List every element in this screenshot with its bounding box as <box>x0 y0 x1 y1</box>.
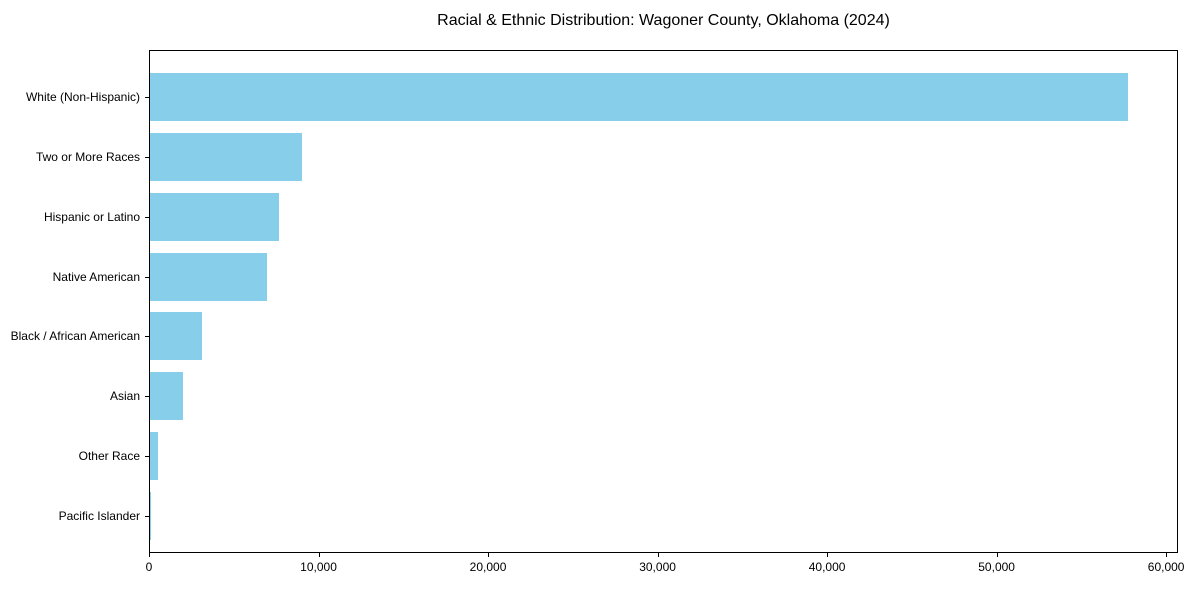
y-tick-label: Other Race <box>78 449 140 464</box>
x-tick-label: 30,000 <box>639 560 676 574</box>
x-tick-label: 20,000 <box>469 560 507 574</box>
y-tick-label: Hispanic or Latino <box>43 209 140 224</box>
y-tick-label: White (Non-Hispanic) <box>25 90 140 104</box>
x-tick <box>996 553 998 557</box>
bar <box>150 132 303 181</box>
bar <box>150 312 202 361</box>
y-tick-label: Asian <box>109 389 140 404</box>
y-tick-label: Black / African American <box>10 329 140 344</box>
y-tick-label: Two or More Races <box>35 149 140 164</box>
y-tick <box>145 216 149 218</box>
y-tick-label: Native American <box>52 269 140 284</box>
x-tick <box>149 553 150 557</box>
x-tick <box>827 553 829 557</box>
x-tick-label: 40,000 <box>808 560 846 574</box>
plot-area <box>149 50 1178 553</box>
bar <box>150 372 183 421</box>
x-tick <box>1166 553 1168 557</box>
y-tick <box>145 516 149 517</box>
x-tick-label: 60,000 <box>1147 560 1185 574</box>
y-tick <box>145 276 149 278</box>
x-tick <box>488 553 490 557</box>
y-tick <box>145 336 149 338</box>
bar <box>150 252 267 301</box>
x-tick <box>657 553 659 557</box>
x-tick-label: 0 <box>145 560 153 574</box>
y-tick <box>145 156 149 158</box>
bar <box>150 73 1128 121</box>
y-tick-label: Pacific Islander <box>58 509 140 523</box>
bar <box>150 432 158 481</box>
y-tick <box>145 396 149 398</box>
y-tick <box>145 97 149 98</box>
chart-title: Racial & Ethnic Distribution: Wagoner Co… <box>437 12 890 29</box>
x-tick-label: 10,000 <box>300 560 337 574</box>
x-tick <box>318 553 320 557</box>
bar <box>150 492 151 540</box>
y-tick <box>145 456 149 458</box>
bar <box>150 192 279 241</box>
x-tick-label: 50,000 <box>978 560 1015 574</box>
